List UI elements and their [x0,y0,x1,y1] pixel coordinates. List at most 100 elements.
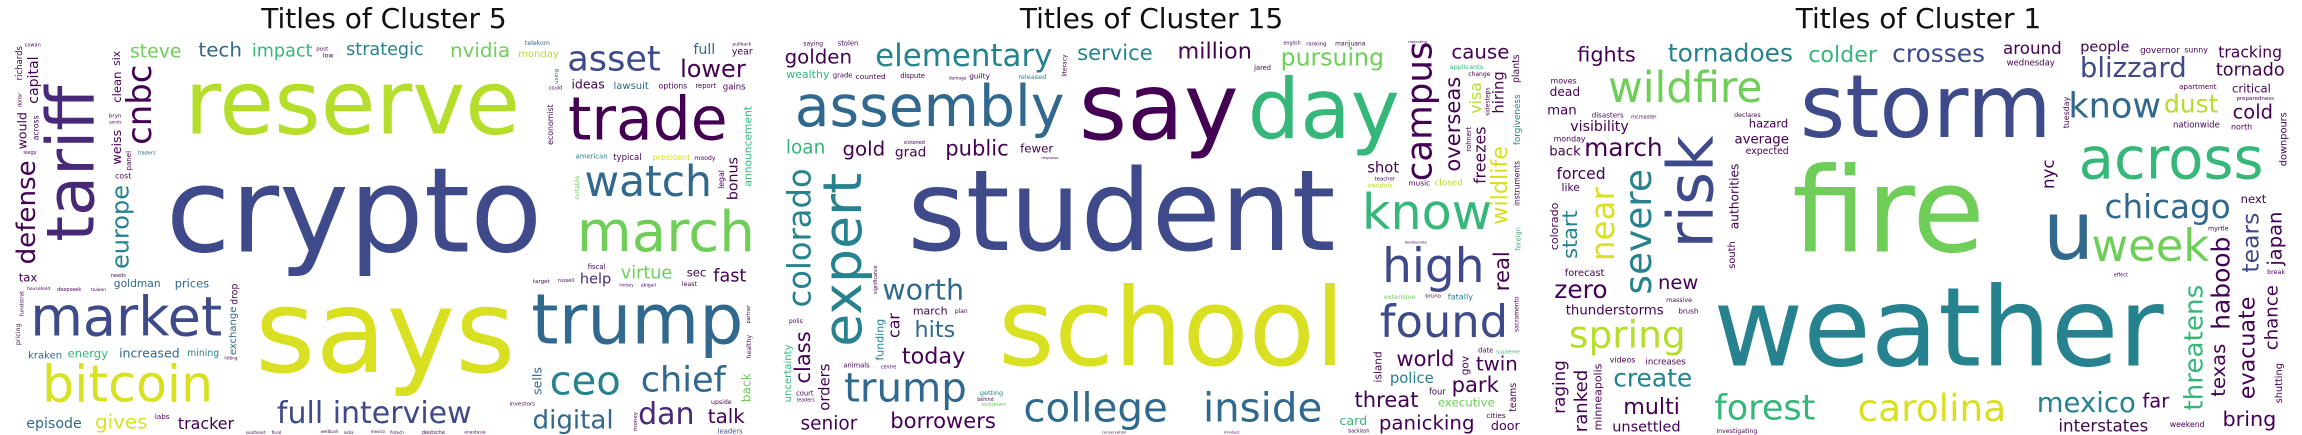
word-cold: cold [2233,101,2273,124]
word-visa: visa [1466,82,1485,114]
word-car: car [885,313,904,338]
word-around: around [2003,40,2062,58]
word-polis: polis [789,319,803,325]
word-teams: teams [1508,383,1519,412]
word-partner: partner [746,304,752,323]
word-texas: texas [2207,344,2230,397]
word-increased: increased [119,346,180,361]
word-south: south [1727,241,1738,268]
word-leaders: leaders [718,427,744,435]
word-island: island [1372,351,1384,382]
word-golden: golden [785,45,852,68]
word-full-interview: full interview [277,396,472,431]
word-far: far [2142,390,2170,413]
word-week: week [2092,219,2210,272]
word-damage: damage [949,76,967,82]
word-march: march [577,200,754,265]
word-downpours: downpours [2279,112,2289,166]
word-assembly: assembly [795,74,1065,140]
word-music: music [1408,179,1430,188]
word-governor: governor [2140,46,2180,56]
word-backlash: backlash [1348,429,1369,435]
word-using: using [554,68,560,84]
word-low: low [323,53,334,60]
word-create: create [1613,363,1692,392]
word-leaders: leaders [797,397,815,403]
word-teacher: teacher [1374,177,1395,183]
word-tracking: tracking [2218,43,2282,61]
word-videos: videos [1610,356,1636,365]
word-stolen: stolen [838,40,858,48]
word-uncertainty: uncertainty [783,344,794,402]
word-reserve: reserve [184,52,520,156]
word-senior: senior [800,414,857,435]
word-says: says [255,265,516,400]
word-lawsuit: lawsuit [614,81,649,92]
word-investigating: investigating [1716,428,1757,435]
word-centre: centre [881,364,896,370]
word-japan: japan [2263,212,2286,267]
wordcloud-panel-2: Titles of Cluster 15 student school say day… [768,0,1535,435]
word-american: american [576,153,608,161]
word-ranked: ranked [1571,370,1592,432]
word-plants: plants [1511,54,1522,83]
word-police: police [1390,370,1434,387]
word-richards: richards [15,45,25,80]
word-tornado: tornado [2216,60,2285,80]
word-across: across [2079,125,2264,193]
word-campus: campus [1400,42,1441,182]
word-evacuate: evacuate [2235,297,2261,400]
word-investors: investors [509,402,535,408]
word-haboob: haboob [2207,237,2236,330]
word-weekend: weekend [2170,420,2205,429]
word-severe: severe [1616,169,1660,295]
word-monday: monday [518,49,559,60]
word-response: response [1041,155,1059,160]
word-hiring: hiring [1490,71,1507,113]
word-impact: impact [252,41,313,61]
word-effect: effect [2114,272,2128,278]
word-north: north [2231,123,2252,132]
word-dan: dan [638,397,694,432]
word-traders: traders [138,151,156,157]
word-nationwide: nationwide [2173,120,2220,130]
word-sells: sells [530,367,545,395]
word-overseas: overseas [1440,77,1465,172]
word-saying: saying [803,41,823,48]
word-twin: twin [1476,352,1518,375]
word-tracker: tracker [178,414,235,433]
word-fast: fast [713,266,746,286]
word-freezes: freezes [1470,127,1489,184]
word-chief: chief [641,359,728,400]
word-steve: steve [130,42,181,63]
word-notable: notable [574,176,581,200]
word-needs: needs [111,273,126,279]
word-weiss: weiss [109,130,124,165]
word-myrtle: myrtle [2208,226,2229,233]
word-class: class [790,331,815,383]
word-help: help [580,271,611,287]
word-deutsche: deutsche [422,430,445,435]
word-average: average [1734,133,1788,148]
word-high: high [1382,239,1484,294]
word-sunny: sunny [2184,45,2208,54]
word-jared: jared [1253,64,1271,72]
word-household: household [27,286,50,292]
wordcloud-area: crypto says reserve trump market tariff bitcoi… [14,40,754,435]
word-cnbc: cnbc [120,65,159,145]
wordcloud-area: fire weather storm u across risk week wildfire c… [1548,40,2289,435]
word-lower: lower [680,55,746,83]
word-behind: behind [977,397,993,403]
word-asset: asset [567,40,660,80]
word-across: across [32,115,41,140]
word-chance: chance [2262,285,2283,350]
word-loan: loan [786,138,826,159]
word-fewer: fewer [1020,142,1053,156]
word-tech: tech [198,40,242,61]
word-today: today [902,343,965,369]
word-day: day [1248,61,1400,158]
word-real: real [1489,251,1514,291]
word-cost: cost [115,171,131,180]
word-gains: gains [723,83,746,93]
word-typical: typical [613,153,641,163]
